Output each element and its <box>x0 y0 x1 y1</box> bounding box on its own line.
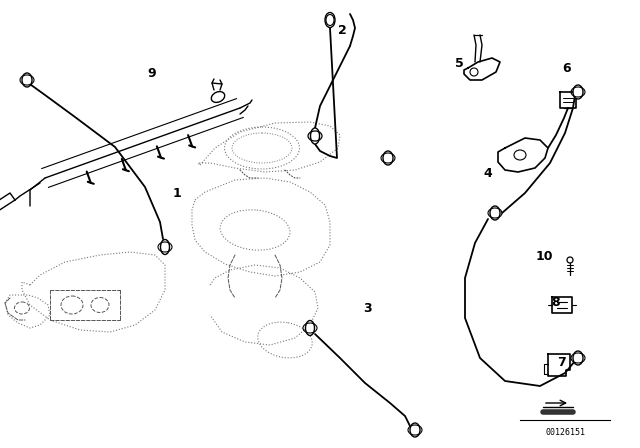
Ellipse shape <box>325 13 335 27</box>
Ellipse shape <box>310 128 319 144</box>
Text: 9: 9 <box>148 66 156 79</box>
Ellipse shape <box>22 73 32 87</box>
Text: 1: 1 <box>173 186 181 199</box>
Text: 8: 8 <box>552 296 560 309</box>
Ellipse shape <box>410 423 420 437</box>
Ellipse shape <box>383 151 393 165</box>
Ellipse shape <box>161 240 170 254</box>
Ellipse shape <box>490 206 500 220</box>
Text: 7: 7 <box>557 356 566 369</box>
Ellipse shape <box>573 351 583 365</box>
Text: 6: 6 <box>563 61 572 74</box>
Ellipse shape <box>573 85 583 99</box>
Ellipse shape <box>305 320 314 336</box>
Text: 5: 5 <box>454 56 463 69</box>
Text: 4: 4 <box>484 167 492 180</box>
Text: 3: 3 <box>364 302 372 314</box>
Text: 10: 10 <box>535 250 553 263</box>
Text: 00126151: 00126151 <box>545 427 585 436</box>
Text: 2: 2 <box>338 23 346 36</box>
